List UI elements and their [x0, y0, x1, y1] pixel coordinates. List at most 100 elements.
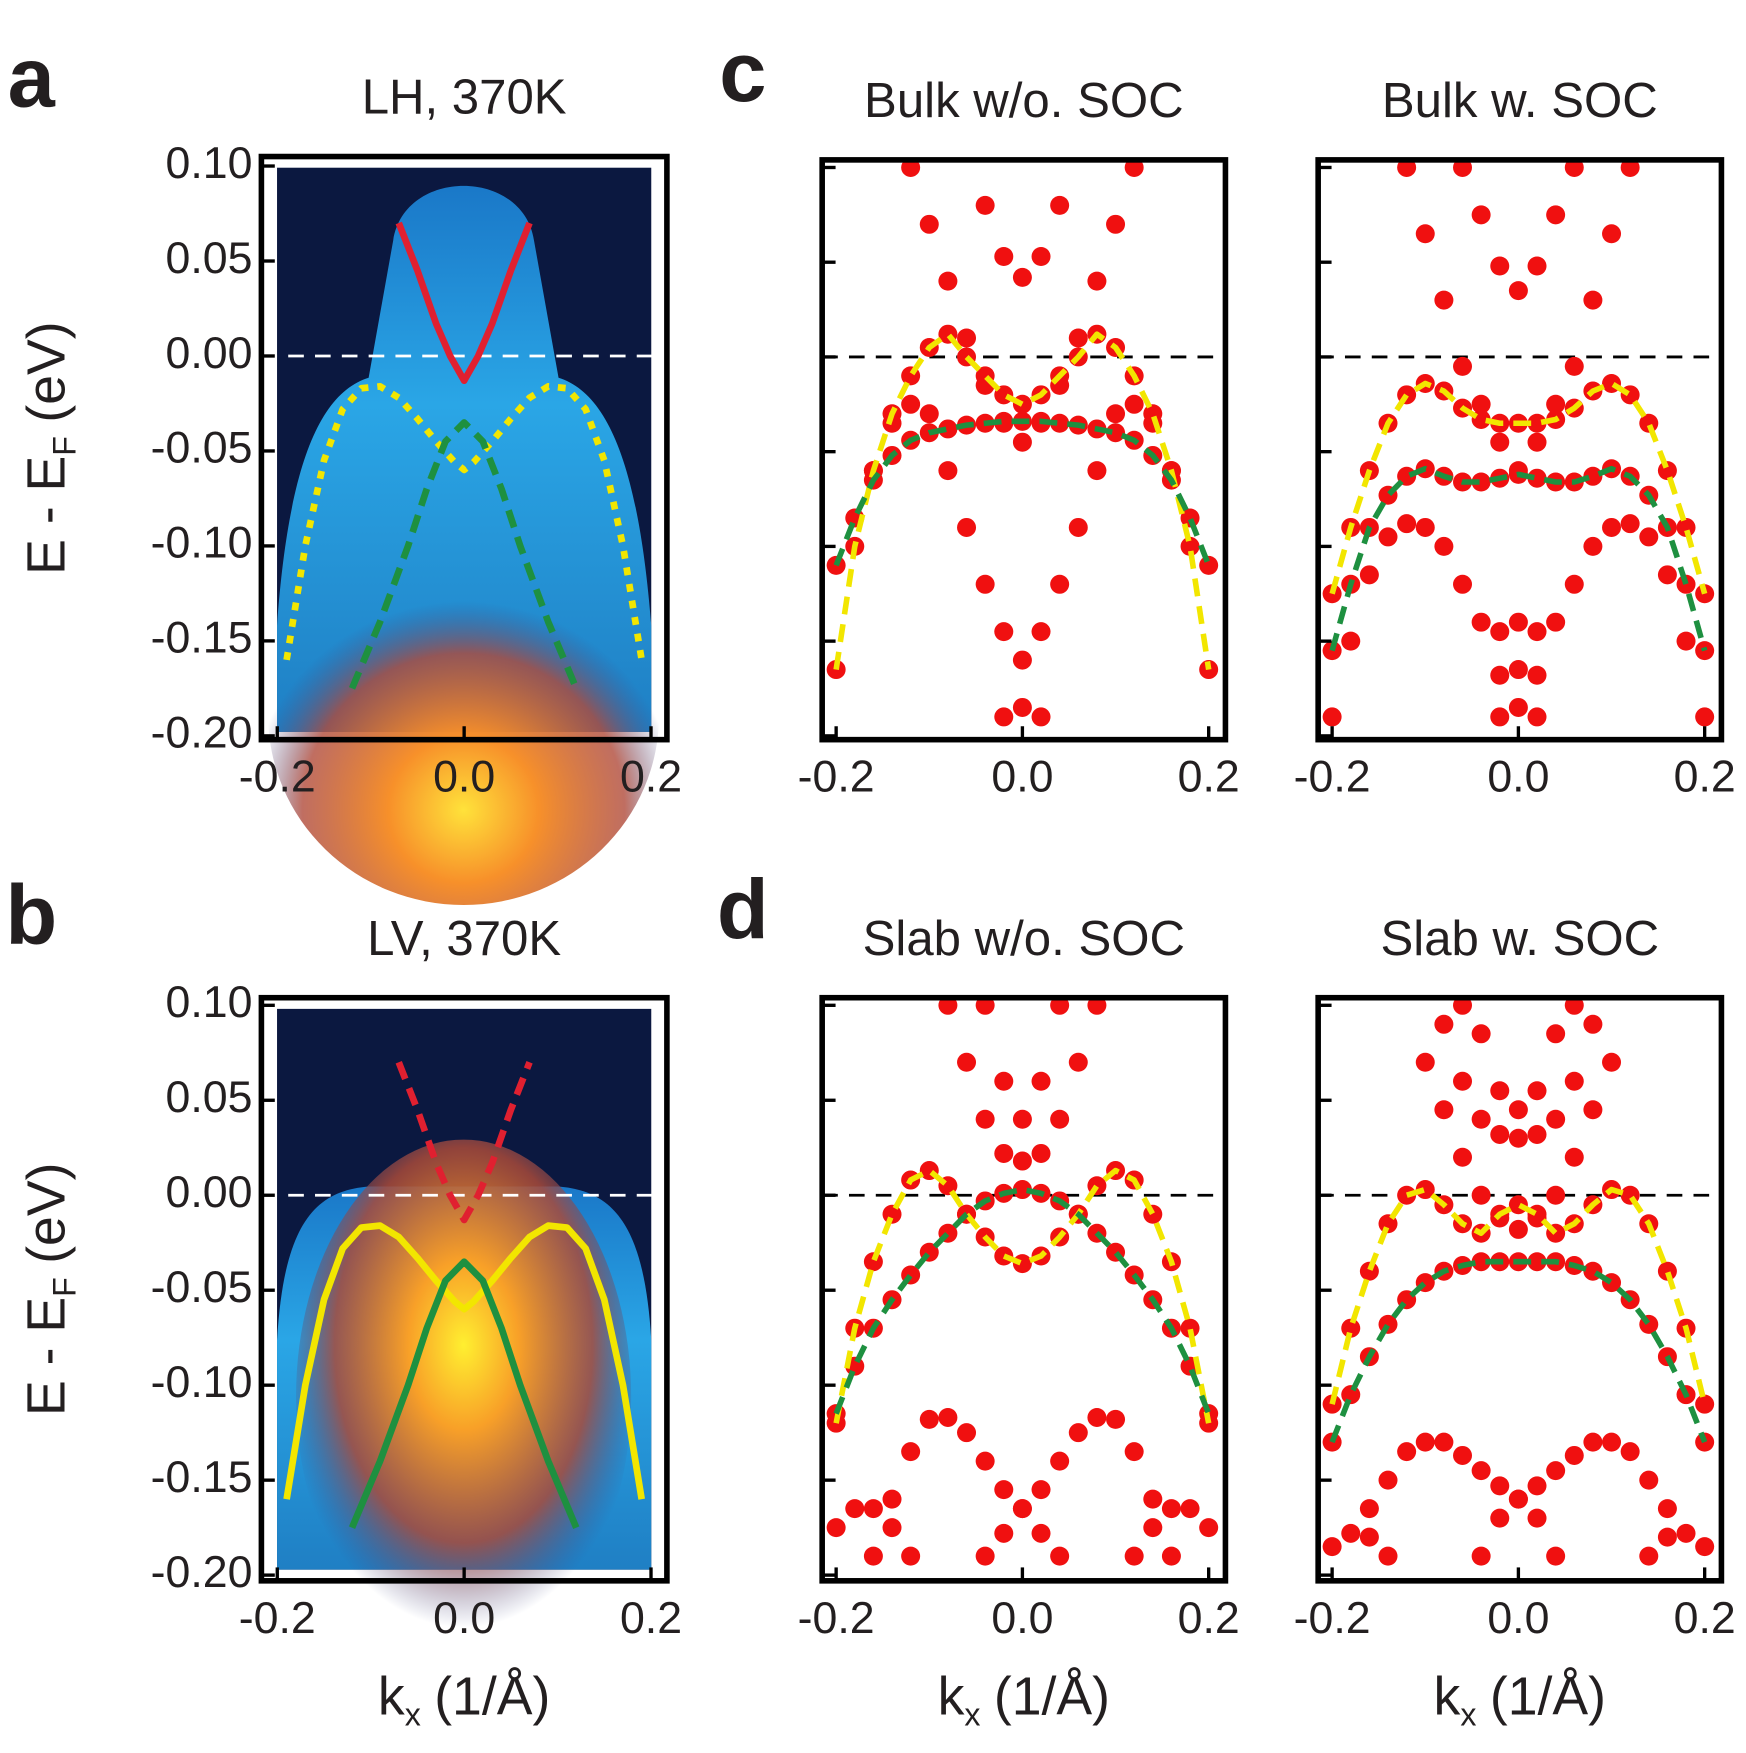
band-dot: [1012, 650, 1032, 670]
band-dot: [1471, 472, 1491, 492]
y-tick-label: 0.10: [166, 978, 253, 1027]
x-tick-label: -0.2: [1294, 753, 1371, 802]
band-dot: [1508, 660, 1528, 680]
band-dot: [1527, 707, 1547, 727]
band-dot: [1639, 1470, 1659, 1490]
band-dot: [1564, 1071, 1584, 1091]
band-curve: [348, 1258, 580, 1529]
band-dot: [1471, 1185, 1491, 1205]
band-dot: [1490, 1476, 1510, 1496]
band-dot: [1490, 256, 1510, 276]
band-dot: [994, 707, 1014, 727]
frame: [1315, 994, 1725, 1584]
band-dot: [1031, 1523, 1051, 1543]
panel-title: Bulk w/o. SOC: [864, 74, 1184, 128]
band-dot: [1471, 1461, 1491, 1481]
band-dot: [1031, 1071, 1051, 1091]
band-dot: [1471, 612, 1491, 632]
band-dot: [1050, 997, 1070, 1015]
band-dot: [1546, 612, 1566, 632]
band-dot: [1527, 1508, 1547, 1528]
band-dot: [1434, 1100, 1454, 1120]
band-dot: [901, 394, 921, 414]
band-dot: [1434, 1432, 1454, 1452]
band-dot: [1050, 1451, 1070, 1471]
band-dot: [1180, 536, 1200, 556]
band-dot: [1012, 1180, 1032, 1200]
band-dot: [1546, 1024, 1566, 1044]
band-dot: [1050, 1109, 1070, 1129]
band-curve: [395, 221, 533, 385]
band-dot: [1124, 1546, 1144, 1566]
band-dot: [1546, 394, 1566, 414]
band-dot: [1180, 1499, 1200, 1519]
frame: [1315, 157, 1725, 743]
band-dot: [975, 1546, 995, 1566]
band-dot: [975, 997, 995, 1015]
band-dot: [863, 1546, 883, 1566]
band-dot: [1490, 665, 1510, 685]
band-dot: [901, 1442, 921, 1462]
band-dot: [1564, 574, 1584, 594]
band-curve: [348, 419, 580, 690]
panel-letter: d: [717, 862, 769, 957]
band-dot: [938, 461, 958, 481]
band-dot: [1453, 1147, 1473, 1167]
band-dot: [994, 622, 1014, 642]
band-dot: [975, 195, 995, 215]
band-dot: [1620, 514, 1640, 534]
y-tick-label: -0.10: [151, 519, 253, 568]
x-tick-label: 0.0: [433, 753, 495, 802]
y-tick-label: -0.20: [151, 1548, 253, 1597]
panel-letter: a: [8, 29, 56, 124]
plot-area: [261, 221, 667, 690]
band-dot: [975, 1451, 995, 1471]
band-dot: [1657, 1527, 1677, 1547]
x-tick-label: 0.2: [1674, 1594, 1736, 1643]
band-dot: [826, 660, 846, 680]
xlabel-sub: x: [405, 1696, 421, 1732]
plot-area: [261, 1061, 667, 1529]
band-dot: [1106, 423, 1126, 443]
x-tick-label: 0.0: [1487, 1594, 1549, 1643]
band-dot: [1490, 432, 1510, 452]
band-dot: [1199, 1518, 1219, 1538]
band-overlay: [833, 418, 1212, 567]
band-dot: [1012, 267, 1032, 287]
band-dot: [1012, 432, 1032, 452]
band-dot: [882, 1518, 902, 1538]
band-dot: [1341, 1523, 1361, 1543]
panel-title: Slab w. SOC: [1381, 912, 1660, 966]
band-curve: [395, 1061, 533, 1224]
band-dot: [1546, 1185, 1566, 1205]
band-dot: [1050, 195, 1070, 215]
band-dot: [1657, 1499, 1677, 1519]
y-tick-label: 0.05: [166, 234, 253, 283]
band-overlay: [833, 331, 1212, 670]
band-dot: [1527, 1124, 1547, 1144]
band-dot: [1676, 1523, 1696, 1543]
band-dot: [1564, 159, 1584, 177]
band-dot: [1106, 404, 1126, 424]
band-dot: [1161, 1499, 1181, 1519]
band-dot: [1508, 1128, 1528, 1148]
band-dot: [1050, 413, 1070, 433]
band-dot: [1527, 1252, 1547, 1272]
x-tick-label: -0.2: [798, 1594, 875, 1643]
plot-area: [822, 997, 1226, 1566]
band-dot: [1676, 574, 1696, 594]
band-dot: [1143, 1518, 1163, 1538]
band-dot: [1471, 205, 1491, 225]
band-dot: [1031, 622, 1051, 642]
frame: [819, 157, 1229, 743]
band-dot: [1676, 517, 1696, 537]
band-dot: [1639, 527, 1659, 547]
band-dot: [1050, 1546, 1070, 1566]
x-tick-label: 0.0: [991, 1594, 1053, 1643]
ylabel-unit: (eV): [16, 1163, 76, 1264]
band-dot: [1527, 665, 1547, 685]
band-dot: [863, 1499, 883, 1519]
band-dot: [1508, 1219, 1528, 1239]
band-dot: [975, 574, 995, 594]
x-tick-label: 0.0: [1487, 753, 1549, 802]
